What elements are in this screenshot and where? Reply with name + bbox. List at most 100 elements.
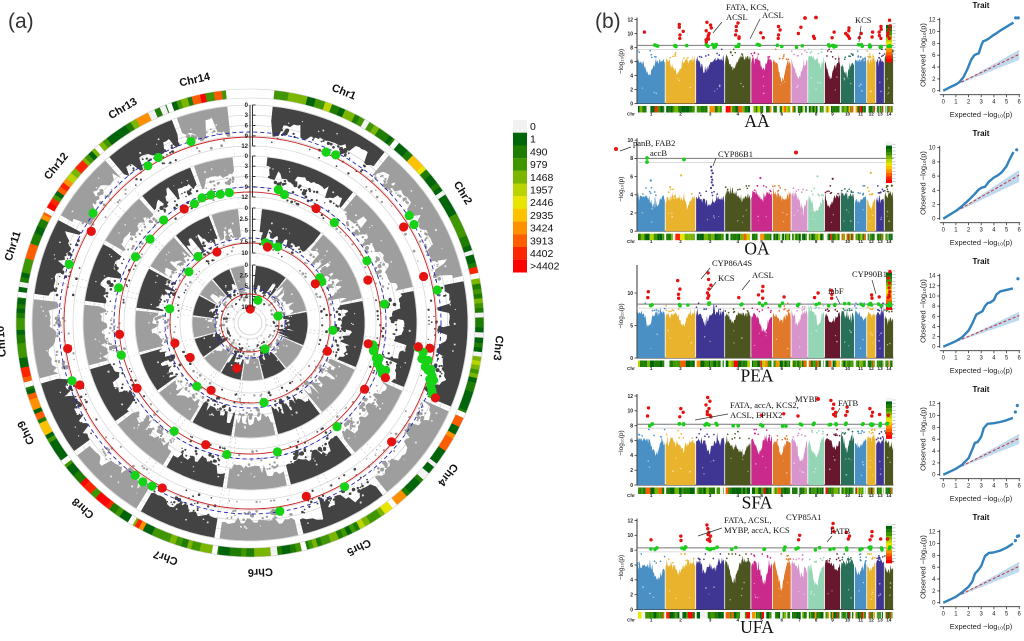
svg-text:12: 12 [627,518,633,524]
svg-text:13: 13 [878,239,884,244]
svg-text:FATB: FATB [830,526,850,536]
svg-text:8: 8 [932,41,936,47]
svg-text:0: 0 [245,206,249,212]
svg-text:4: 4 [737,112,740,117]
svg-text:4: 4 [737,366,740,371]
svg-text:KCS: KCS [718,273,735,283]
svg-text:5: 5 [1005,356,1009,362]
svg-text:2.5: 2.5 [240,217,249,223]
svg-text:4: 4 [630,453,633,459]
svg-text:2: 2 [679,618,682,623]
svg-text:5: 5 [760,239,763,244]
svg-text:0: 0 [630,101,633,107]
svg-text:8: 8 [630,424,633,430]
svg-text:Expected −log₁₀(p): Expected −log₁₀(p) [950,622,1013,631]
svg-text:Observed −log₁₀(p): Observed −log₁₀(p) [919,407,928,471]
svg-text:5: 5 [1005,228,1009,234]
svg-text:12: 12 [929,402,936,408]
svg-text:5: 5 [630,323,633,329]
svg-text:ACSL: ACSL [762,10,784,20]
svg-text:0: 0 [932,89,936,95]
svg-text:11: 11 [858,618,863,623]
svg-text:12: 12 [627,17,633,23]
svg-text:1468: 1468 [530,172,554,184]
svg-text:12: 12 [869,618,875,623]
svg-text:2: 2 [932,335,936,341]
svg-text:10: 10 [845,112,851,117]
svg-text:1: 1 [650,618,653,623]
svg-text:8: 8 [630,45,633,51]
svg-text:MYBP, accA, KCS: MYBP, accA, KCS [724,525,790,535]
svg-text:14: 14 [886,239,892,244]
svg-text:0: 0 [245,154,249,160]
svg-text:7.4: 7.4 [240,295,249,301]
svg-text:8: 8 [815,493,818,498]
svg-text:4: 4 [630,578,633,584]
svg-text:6: 6 [781,366,784,371]
svg-text:PEA: PEA [740,366,773,386]
svg-text:2: 2 [932,203,936,209]
svg-text:10: 10 [845,239,851,244]
svg-text:FATA, ACSL,: FATA, ACSL, [724,515,772,525]
svg-text:8: 8 [932,160,936,166]
svg-text:8: 8 [815,239,818,244]
svg-text:1: 1 [530,134,536,146]
svg-text:−log₁₀(p): −log₁₀(p) [618,177,625,202]
svg-text:9: 9 [831,112,834,117]
svg-text:Chr: Chr [627,239,635,244]
svg-text:14: 14 [886,112,892,117]
svg-text:10: 10 [241,251,248,257]
svg-text:6: 6 [932,437,936,443]
svg-text:2: 2 [967,612,971,618]
svg-text:Chr7: Chr7 [152,547,180,567]
svg-text:ACSL, EPHX2: ACSL, EPHX2 [730,410,782,420]
svg-text:12: 12 [627,394,633,400]
svg-text:3: 3 [980,484,984,490]
svg-text:1: 1 [954,100,958,106]
svg-text:Chr: Chr [627,112,635,117]
svg-text:2: 2 [967,100,971,106]
svg-text:10: 10 [845,366,851,371]
svg-text:6: 6 [245,175,249,181]
svg-text:CYP86A4S: CYP86A4S [712,258,752,268]
svg-text:SFA: SFA [742,493,773,513]
svg-text:4: 4 [630,73,633,79]
svg-text:4: 4 [737,493,740,498]
svg-text:4: 4 [737,239,740,244]
svg-text:−log₁₀(p): −log₁₀(p) [618,303,625,328]
svg-text:4: 4 [932,65,936,71]
svg-text:1: 1 [650,366,653,371]
svg-text:Expected −log₁₀(p): Expected −log₁₀(p) [950,110,1013,119]
svg-text:5: 5 [760,493,763,498]
svg-text:FATB: FATB [838,398,858,408]
svg-text:2446: 2446 [530,197,554,209]
svg-text:Trait: Trait [973,257,990,266]
svg-text:4: 4 [932,188,936,194]
svg-text:4: 4 [992,484,996,490]
svg-text:Chr: Chr [627,493,635,498]
svg-text:3: 3 [980,356,984,362]
svg-text:Chr10: Chr10 [0,325,9,357]
svg-text:Expected −log₁₀(p): Expected −log₁₀(p) [950,238,1013,247]
svg-text:8: 8 [630,548,633,554]
svg-text:FATA, KCS,: FATA, KCS, [726,2,769,12]
svg-text:2: 2 [679,493,682,498]
svg-text:3: 3 [709,493,712,498]
svg-text:Chr5: Chr5 [345,536,373,558]
svg-text:6: 6 [630,174,633,180]
svg-text:Chr14: Chr14 [178,71,212,90]
svg-text:10: 10 [929,414,936,420]
svg-text:Observed −log₁₀(p): Observed −log₁₀(p) [919,23,928,87]
svg-text:9: 9 [245,185,249,191]
svg-text:0: 0 [630,607,633,613]
svg-text:MYBP: MYBP [795,394,819,404]
svg-text:7: 7 [798,239,801,244]
svg-text:Observed −log₁₀(p): Observed −log₁₀(p) [919,535,928,599]
svg-text:3: 3 [709,239,712,244]
svg-text:1: 1 [650,112,653,117]
svg-text:6: 6 [1018,356,1022,362]
svg-text:Trait: Trait [973,129,990,138]
svg-text:8: 8 [815,366,818,371]
svg-text:2: 2 [630,593,633,599]
svg-text:4: 4 [932,449,936,455]
